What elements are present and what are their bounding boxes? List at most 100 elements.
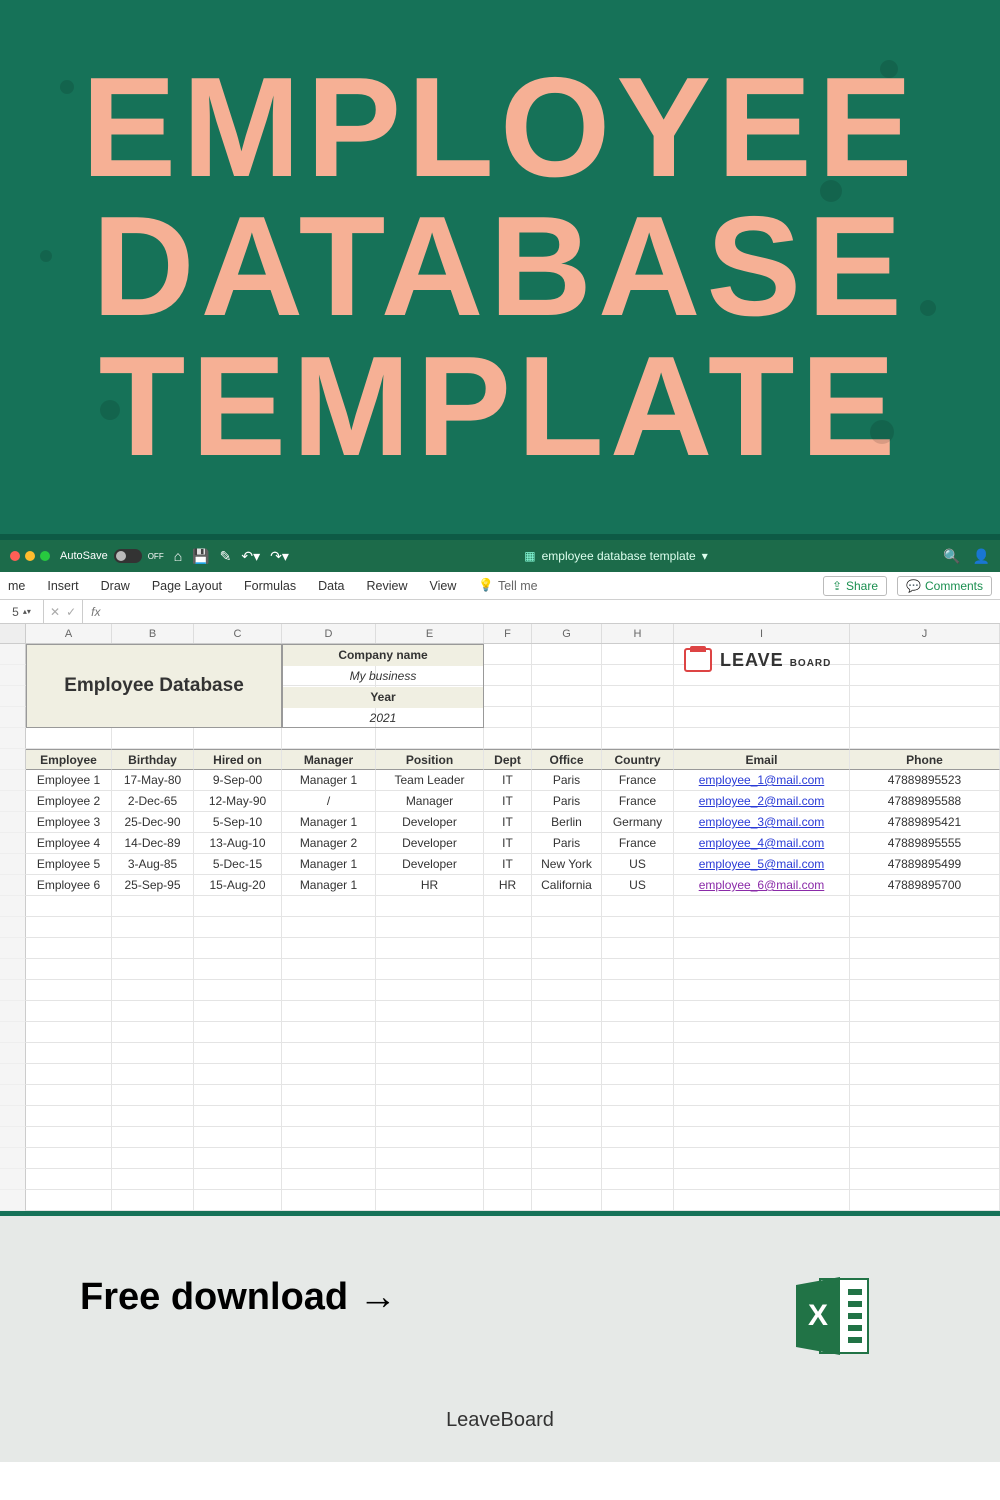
table-cell: Paris (532, 770, 602, 791)
ribbon-tab[interactable]: Formulas (244, 579, 296, 593)
column-header[interactable]: C (194, 624, 282, 643)
column-header[interactable]: G (532, 624, 602, 643)
redo-icon[interactable]: ↷▾ (270, 548, 289, 565)
table-header-cell[interactable]: Employee (26, 749, 112, 770)
table-row[interactable]: Employee 325-Dec-905-Sep-10Manager 1Deve… (0, 812, 1000, 833)
save-icon[interactable]: 💾 (192, 548, 209, 565)
download-label: Free download → (80, 1276, 397, 1319)
table-cell: HR (376, 875, 484, 896)
table-cell: Employee 4 (26, 833, 112, 854)
close-dot[interactable] (10, 551, 20, 561)
table-cell: IT (484, 833, 532, 854)
ribbon-tab[interactable]: Review (367, 579, 408, 593)
email-link[interactable]: employee_6@mail.com (699, 878, 825, 892)
sheet-body[interactable]: EmployeeBirthdayHired onManagerPositionD… (0, 644, 1000, 1211)
table-cell: 5-Sep-10 (194, 812, 282, 833)
table-row[interactable]: Employee 22-Dec-6512-May-90/ManagerITPar… (0, 791, 1000, 812)
chevron-down-icon[interactable]: ▾ (702, 549, 708, 563)
column-header[interactable]: F (484, 624, 532, 643)
email-link[interactable]: employee_5@mail.com (699, 857, 825, 871)
table-header-cell[interactable]: Position (376, 749, 484, 770)
column-header[interactable]: I (674, 624, 850, 643)
table-header-cell[interactable]: Manager (282, 749, 376, 770)
table-cell: Developer (376, 812, 484, 833)
formula-bar: 5 ▴▾ ✕ ✓ fx (0, 600, 1000, 624)
select-all-corner[interactable] (0, 624, 26, 643)
column-header[interactable]: J (850, 624, 1000, 643)
email-link[interactable]: employee_3@mail.com (699, 815, 825, 829)
column-header[interactable]: A (26, 624, 112, 643)
logo-text: LEAVE BOARD (720, 650, 831, 671)
footer-section: Free download → X LeaveBoard (0, 1211, 1000, 1462)
undo-icon[interactable]: ↶▾ (241, 548, 260, 565)
table-cell: France (602, 833, 674, 854)
year-label: Year (283, 687, 483, 708)
edit-icon[interactable]: ✎ (220, 548, 232, 565)
table-cell: IT (484, 854, 532, 875)
meta-block: Company name My business Year 2021 (282, 644, 484, 728)
email-link[interactable]: employee_2@mail.com (699, 794, 825, 808)
window-controls[interactable] (10, 551, 50, 561)
table-cell: 25-Dec-90 (112, 812, 194, 833)
table-header-cell[interactable]: Email (674, 749, 850, 770)
table-cell: 47889895523 (850, 770, 1000, 791)
table-cell: 14-Dec-89 (112, 833, 194, 854)
toggle-switch[interactable] (114, 549, 142, 563)
excel-window: AutoSave OFF ⌂ 💾 ✎ ↶▾ ↷▾ ▦ employee data… (0, 540, 1000, 1211)
column-header[interactable]: E (376, 624, 484, 643)
table-cell: Paris (532, 833, 602, 854)
ribbon-tab[interactable]: Data (318, 579, 344, 593)
ribbon-tab[interactable]: me (8, 579, 25, 593)
search-icon[interactable]: 🔍 (943, 548, 960, 565)
column-header[interactable]: D (282, 624, 376, 643)
column-header[interactable]: H (602, 624, 674, 643)
ribbon-tab[interactable]: Draw (101, 579, 130, 593)
ribbon-tab[interactable]: Insert (47, 579, 78, 593)
table-cell: Employee 3 (26, 812, 112, 833)
table-row[interactable]: Employee 414-Dec-8913-Aug-10Manager 2Dev… (0, 833, 1000, 854)
table-header-cell[interactable]: Hired on (194, 749, 282, 770)
minimize-dot[interactable] (25, 551, 35, 561)
table-header-cell[interactable]: Phone (850, 749, 1000, 770)
share-label: Share (846, 579, 878, 593)
excel-icon: X (790, 1271, 880, 1361)
email-link[interactable]: employee_1@mail.com (699, 773, 825, 787)
confirm-icon[interactable]: ✓ (66, 605, 76, 619)
table-header-cell[interactable]: Dept (484, 749, 532, 770)
table-cell: Germany (602, 812, 674, 833)
name-box[interactable]: 5 ▴▾ (0, 600, 44, 623)
namebox-stepper[interactable]: ▴▾ (23, 607, 31, 616)
zoom-dot[interactable] (40, 551, 50, 561)
email-link[interactable]: employee_4@mail.com (699, 836, 825, 850)
table-row[interactable]: Employee 117-May-809-Sep-00Manager 1Team… (0, 770, 1000, 791)
table-cell: 13-Aug-10 (194, 833, 282, 854)
comments-button[interactable]: 💬 Comments (897, 576, 992, 596)
table-cell: France (602, 791, 674, 812)
tell-me[interactable]: 💡 Tell me (478, 578, 537, 593)
user-icon[interactable]: 👤 (973, 548, 990, 565)
spreadsheet-grid: ABCDEFGHIJ EmployeeBirthdayHired onManag… (0, 624, 1000, 1211)
share-button[interactable]: ⇪ Share (823, 576, 887, 596)
banner-texture (0, 0, 1000, 534)
ribbon-tab[interactable]: View (430, 579, 457, 593)
footer-brand: LeaveBoard (80, 1409, 920, 1432)
table-cell: Employee 2 (26, 791, 112, 812)
table-cell: 2-Dec-65 (112, 791, 194, 812)
table-row[interactable]: Employee 625-Sep-9515-Aug-20Manager 1HRH… (0, 875, 1000, 896)
cancel-icon[interactable]: ✕ (50, 605, 60, 619)
table-header-cell[interactable]: Office (532, 749, 602, 770)
home-icon[interactable]: ⌂ (174, 548, 182, 564)
svg-text:X: X (808, 1299, 828, 1332)
formula-bar-buttons: ✕ ✓ (44, 600, 83, 623)
comments-label: Comments (925, 579, 983, 593)
table-cell: France (602, 770, 674, 791)
table-cell: Manager 1 (282, 770, 376, 791)
column-header[interactable]: B (112, 624, 194, 643)
table-header-cell[interactable]: Country (602, 749, 674, 770)
table-cell: 47889895499 (850, 854, 1000, 875)
table-header-cell[interactable]: Birthday (112, 749, 194, 770)
autosave-toggle[interactable]: AutoSave OFF (60, 549, 164, 563)
titlebar-filename: ▦ employee database template ▾ (299, 549, 933, 563)
table-row[interactable]: Employee 53-Aug-855-Dec-15Manager 1Devel… (0, 854, 1000, 875)
ribbon-tab[interactable]: Page Layout (152, 579, 222, 593)
